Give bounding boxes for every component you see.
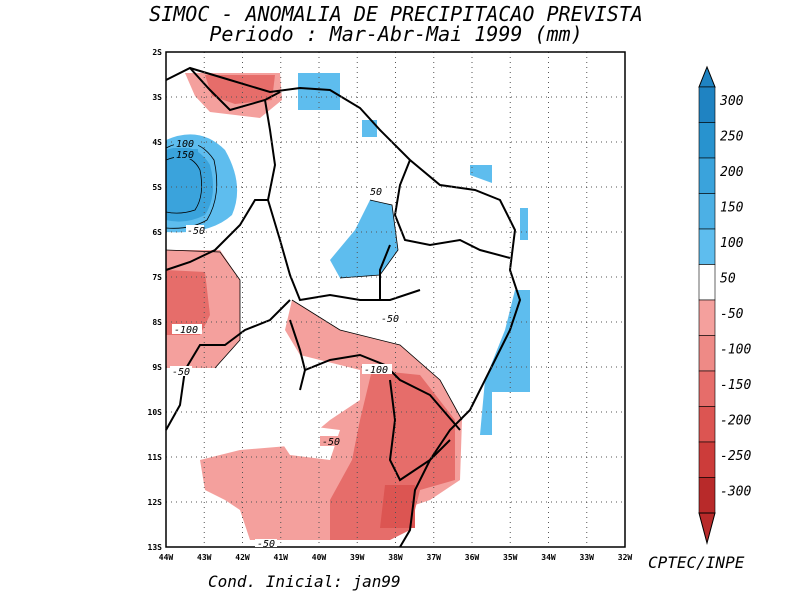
colorbar-label: 200 [720, 165, 744, 180]
colorbar-swatch [698, 299, 716, 336]
colorbar-swatch [698, 370, 716, 407]
anomaly-blue-east [470, 165, 492, 183]
colorbar-swatch [698, 122, 716, 159]
contour-label: -100 [174, 325, 198, 336]
y-tick-label: 11S [148, 453, 163, 462]
colorbar-label: 50 [720, 272, 736, 287]
map-title: SIMOC - ANOMALIA DE PRECIPITACAO PREVIST… [149, 2, 643, 26]
x-axis-ticks: 44W 43W 42W 41W 40W 39W 38W 37W 36W 35W 34W 33W 32W [159, 553, 633, 562]
state-borders [165, 66, 522, 548]
contour-label: -100 [364, 365, 388, 376]
colorbar-label: -100 [720, 343, 751, 358]
anomaly-red-southwest [280, 425, 340, 460]
colorbar-label: -250 [720, 449, 751, 464]
contour-line [165, 249, 241, 369]
x-tick-label: 38W [388, 553, 403, 562]
colorbar: 300 250 200 150 100 50 -50 -100 -150 -200 -250 -300 [698, 65, 751, 545]
x-tick-label: 36W [465, 553, 480, 562]
x-tick-label: 43W [197, 553, 212, 562]
colorbar-label: -50 [720, 307, 744, 322]
border-3 [393, 159, 511, 259]
map-subtitle: Periodo : Mar-Abr-Mai 1999 (mm) [209, 22, 583, 46]
contour-line [291, 299, 463, 421]
colorbar-bottom-arrow [698, 512, 716, 545]
colorbar-label: 100 [720, 236, 744, 251]
colorbar-label: -300 [720, 485, 751, 500]
colorbar-label: 300 [719, 94, 744, 109]
colorbar-top-arrow [698, 65, 716, 88]
border-4 [379, 244, 391, 300]
plot-frame [165, 51, 626, 548]
y-tick-label: 13S [148, 543, 163, 552]
anomaly-blue-southeast [480, 290, 530, 435]
colorbar-swatch [698, 228, 716, 265]
y-tick-label: 8S [152, 318, 162, 327]
border-8 [388, 379, 451, 482]
colorbar-swatch [698, 264, 716, 301]
contour-label: 100 [176, 139, 194, 150]
y-axis-ticks: 2S 3S 4S 5S 6S 7S 8S 9S 10S 11S 12S 13S [148, 48, 163, 552]
x-tick-label: 41W [274, 553, 289, 562]
y-tick-label: 4S [152, 138, 162, 147]
border-1 [189, 67, 281, 112]
contour-label: -50 [381, 314, 399, 325]
anomaly-red-north-core [205, 75, 275, 104]
contour-label: -50 [172, 367, 190, 378]
colorbar-swatch [698, 193, 716, 230]
y-tick-label: 5S [152, 183, 162, 192]
border-2 [264, 99, 421, 302]
anomaly-blue-northwest-core [166, 147, 214, 222]
contour-lines [165, 142, 463, 421]
x-tick-label: 32W [618, 553, 633, 562]
colorbar-swatch [698, 477, 716, 514]
border-6 [165, 299, 291, 431]
anomaly-blue-small [362, 120, 377, 137]
border-9 [299, 369, 306, 391]
contour-label-group: 100 150 -50 50 -50 -100 -100 -50 -50 -50 [170, 138, 402, 550]
y-tick-label: 6S [152, 228, 162, 237]
x-tick-label: 34W [541, 553, 556, 562]
contour-label: 50 [370, 187, 382, 198]
anomaly-red-south-core [380, 485, 415, 528]
anomaly-red-central-core [330, 370, 455, 540]
colorbar-label: -200 [720, 414, 751, 429]
border-7 [289, 319, 461, 431]
initial-condition-label: Cond. Inicial: jan99 [208, 572, 401, 591]
contour-label: 150 [176, 150, 194, 161]
border-5 [165, 199, 268, 271]
credit-label: CPTEC/INPE [648, 553, 745, 572]
y-tick-label: 2S [152, 48, 162, 57]
coastline [165, 66, 522, 548]
x-tick-label: 35W [503, 553, 518, 562]
x-tick-label: 37W [427, 553, 442, 562]
y-tick-label: 7S [152, 273, 162, 282]
colorbar-swatch [698, 86, 716, 123]
x-tick-label: 44W [159, 553, 174, 562]
contour-line [339, 199, 399, 279]
negative-anomaly-regions [166, 73, 462, 540]
colorbar-label: 250 [720, 130, 744, 145]
colorbar-label: -150 [720, 378, 751, 393]
anomaly-blue-center [330, 200, 398, 278]
anomaly-blue-coast [520, 208, 528, 240]
colorbar-swatch [698, 406, 716, 443]
y-tick-label: 12S [148, 498, 163, 507]
contour-label: -50 [257, 539, 275, 550]
contour-label: -50 [187, 226, 205, 237]
x-tick-label: 40W [312, 553, 327, 562]
colorbar-label: 150 [720, 201, 744, 216]
y-tick-label: 3S [152, 93, 162, 102]
contour-label: -50 [322, 437, 340, 448]
anomaly-red-west-core [166, 270, 210, 335]
colorbar-swatch [698, 335, 716, 372]
x-tick-label: 33W [580, 553, 595, 562]
colorbar-swatch [698, 157, 716, 194]
colorbar-swatch [698, 441, 716, 478]
y-tick-label: 10S [148, 408, 163, 417]
x-tick-label: 39W [350, 553, 365, 562]
anomaly-blue-northeast [298, 73, 340, 110]
x-tick-label: 42W [235, 553, 250, 562]
y-tick-label: 9S [152, 363, 162, 372]
